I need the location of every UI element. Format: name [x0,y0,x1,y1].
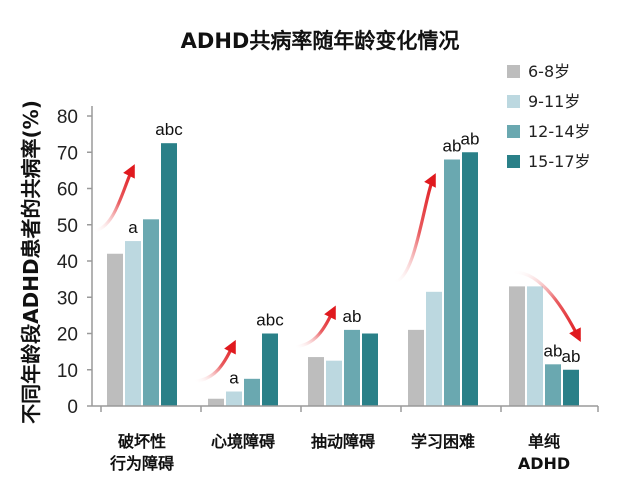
bar [326,360,342,406]
legend-swatch [507,125,520,138]
y-axis-ticks: 0 10 20 30 40 50 60 70 80 [57,107,78,418]
bar [509,286,525,406]
y-tick-label: 80 [57,107,78,128]
bar [208,398,224,406]
bar [408,329,424,406]
trend-arrow-shaft [392,175,436,284]
axes [87,106,599,412]
chart-title: ADHD共病率随年龄变化情况 [181,29,460,53]
bar [344,329,360,406]
bars [107,143,579,406]
bar [563,369,579,406]
x-tick-label: 心境障碍 [211,432,275,451]
bar [161,143,177,406]
significance-label: abc [155,120,183,139]
legend-label: 9-11岁 [528,92,580,111]
y-tick-label: 0 [67,397,78,418]
bar [545,364,561,406]
bar [462,152,478,406]
trend-arrow-shaft [509,270,581,340]
bar [244,378,260,406]
significance-label: ab [443,137,462,156]
bar [444,159,460,406]
significance-label: ab [461,129,480,148]
x-tick-label: 行为障碍 [109,454,174,473]
bar [125,241,141,406]
y-tick-label: 10 [57,361,78,382]
trend-arrows [91,164,581,384]
significance-label: ab [343,307,362,326]
legend-swatch [507,65,520,78]
bar [362,333,378,406]
trend-arrow-shaft [91,166,135,233]
y-tick-label: 20 [57,325,78,346]
x-tick-label: 单纯 [528,432,560,451]
y-tick-label: 70 [57,143,78,164]
trend-arrow-head [123,164,135,179]
x-tick-label: 抽动障碍 [311,432,375,451]
significance-label: ab [562,347,581,366]
bar [226,391,242,406]
bar [308,357,324,406]
trend-arrow-head [424,173,436,188]
bar [107,253,123,406]
y-tick-label: 60 [57,180,78,201]
y-tick-label: 30 [57,288,78,309]
trend-arrow-head [324,305,336,321]
significance-label: a [229,369,239,388]
x-tick-label: 学习困难 [411,432,475,451]
bar [262,333,278,406]
significance-label: a [128,218,138,237]
legend-swatch [507,155,520,168]
x-tick-label: 破坏性 [118,432,166,451]
bar [426,291,442,406]
x-tick-label: ADHD [518,454,570,473]
legend-label: 15-17岁 [528,152,591,171]
trend-arrow-head [569,327,581,342]
bar [143,219,159,406]
legend-swatch [507,95,520,108]
y-axis-label: 不同年龄段ADHD患者的共病率(%) [19,100,43,424]
y-tick-label: 40 [57,252,78,273]
legend-label: 12-14岁 [528,122,591,141]
significance-label: abc [256,311,284,330]
y-tick-label: 50 [57,216,78,237]
trend-arrow-head [224,339,236,355]
bar [527,286,543,406]
significance-label: ab [544,341,563,360]
legend-label: 6-8岁 [528,62,570,81]
legend: 6-8岁 9-11岁 12-14岁 15-17岁 [507,62,591,171]
